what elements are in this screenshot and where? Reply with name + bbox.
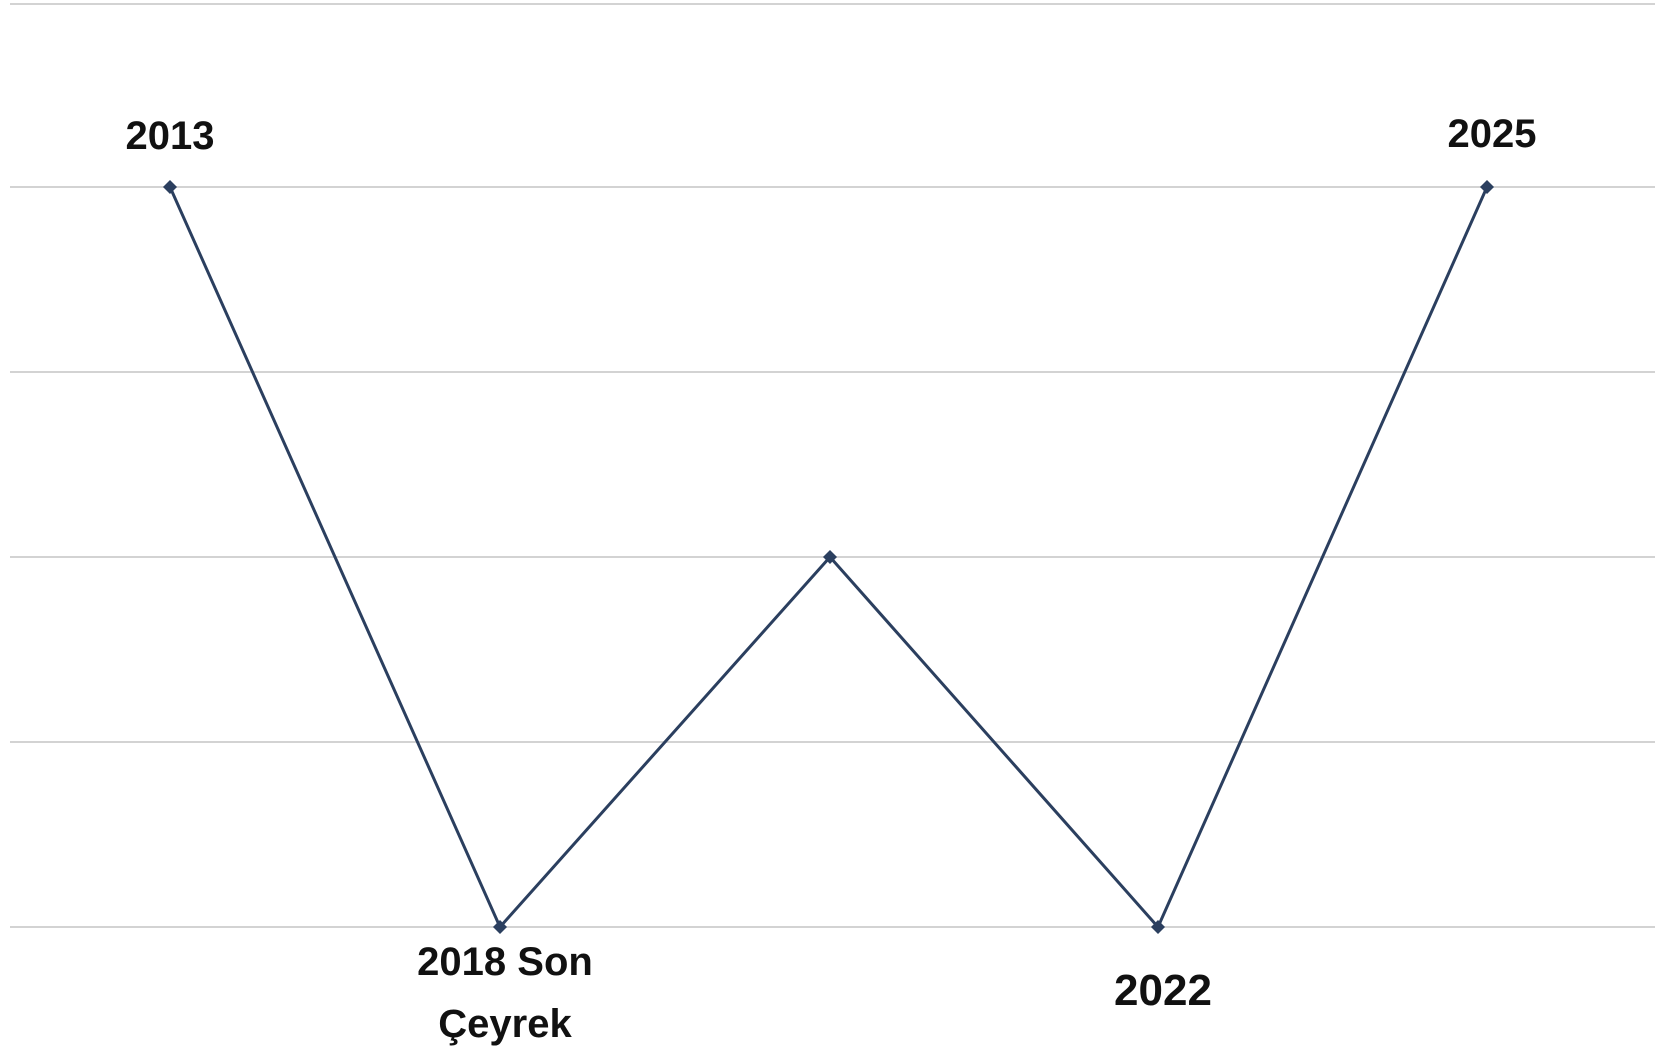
point-label: 2018 Son [417,940,593,984]
point-label: 2025 [1448,112,1537,156]
point-label: Çeyrek [438,1002,572,1046]
data-point-marker [1151,920,1165,934]
data-point-marker [163,180,177,194]
data-point-marker [823,550,837,564]
data-markers [163,180,1494,934]
gridlines [10,3,1655,928]
data-point-marker [1480,180,1494,194]
data-labels: 2013 2018 Son Çeyrek 2022 2025 [126,112,1537,1046]
data-point-marker [493,920,507,934]
point-label: 2013 [126,114,215,158]
point-label: 2022 [1114,966,1212,1015]
